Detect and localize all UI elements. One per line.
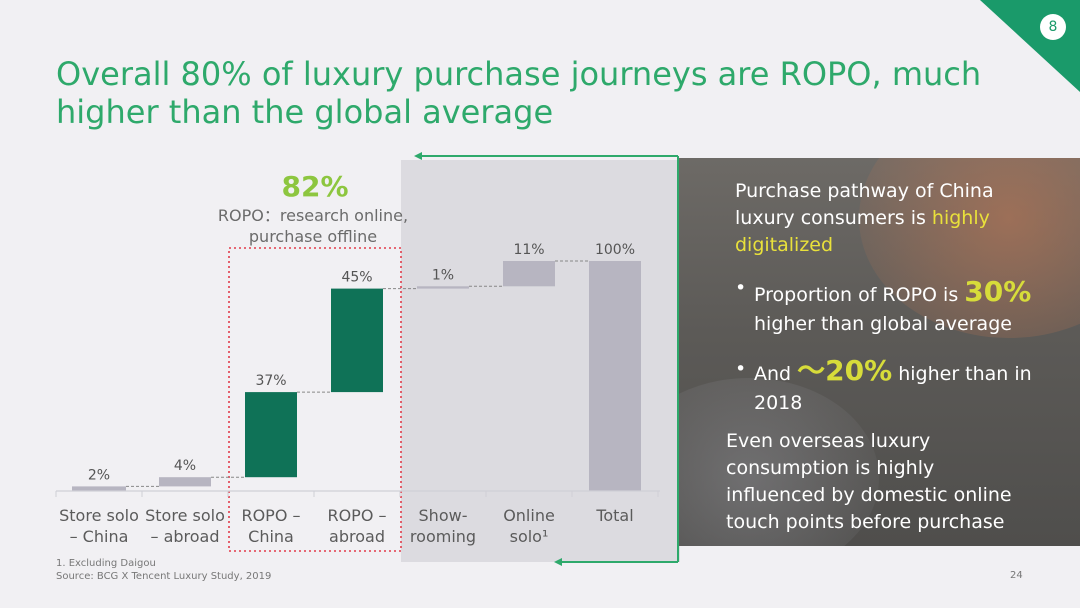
page-title: Overall 80% of luxury purchase journeys … xyxy=(56,55,996,131)
footnote: 1. Excluding Daigou Source: BCG X Tencen… xyxy=(56,557,271,583)
panel-heading-line-1: Purchase pathway of China xyxy=(735,180,994,202)
closing-line-4: touch points before purchase xyxy=(726,511,1005,533)
value-label: 37% xyxy=(255,373,286,389)
waterfall-bar xyxy=(503,261,555,287)
panel-highlight-text: digitalized xyxy=(735,234,834,256)
ropo-percent: 82% xyxy=(281,170,349,203)
value-label: 45% xyxy=(341,270,372,286)
category-label: Total xyxy=(595,506,633,525)
value-label: 2% xyxy=(88,467,110,483)
panel-heading: Purchase pathway of China luxury consume… xyxy=(735,178,994,259)
bullet-text: Proportion of ROPO is xyxy=(754,284,965,306)
ropo-desc-line-1: ROPO：research online, xyxy=(217,206,409,225)
category-label: Show- xyxy=(419,506,468,525)
closing-line-3: influenced by domestic online xyxy=(726,484,1012,506)
category-label: Store solo xyxy=(145,506,225,525)
waterfall-bar xyxy=(331,288,383,393)
category-label: Store solo xyxy=(59,506,139,525)
bullet-highlight-value: ～20% xyxy=(797,354,893,387)
closing-line-2: consumption is highly xyxy=(726,457,935,479)
value-label: 100% xyxy=(595,242,635,258)
panel-highlight-text: highly xyxy=(931,207,990,229)
bullet-item-ropo: Proportion of ROPO is 30% higher than gl… xyxy=(754,277,1031,339)
category-label: abroad xyxy=(329,527,385,546)
category-label: – abroad xyxy=(150,527,219,546)
bullet-text: higher than in xyxy=(892,363,1032,385)
value-label: 4% xyxy=(174,458,196,474)
bullet-text: 2018 xyxy=(754,392,803,414)
ropo-description: ROPO：research online, purchase offline xyxy=(200,205,426,247)
bullet-text: And xyxy=(754,363,798,385)
bullet-glyph: • xyxy=(735,277,747,299)
waterfall-chart: 2% Store solo – China 4% Store solo – abroad 3… xyxy=(55,242,660,552)
title-line-2: higher than the global average xyxy=(56,93,554,131)
waterfall-bar xyxy=(245,392,297,478)
page-number: 24 xyxy=(1010,570,1023,581)
bullet-highlight-value: 30% xyxy=(964,275,1032,308)
page-badge: 8 xyxy=(1040,14,1066,40)
value-label: 11% xyxy=(513,242,544,258)
category-label: China xyxy=(248,527,294,546)
photo-panel xyxy=(679,158,1080,546)
ropo-dotted-box xyxy=(228,247,402,552)
value-label: 1% xyxy=(432,267,454,283)
panel-heading-line-2: luxury consumers is xyxy=(735,207,932,229)
category-label: ROPO – xyxy=(327,506,386,525)
category-label: solo¹ xyxy=(510,527,549,546)
category-label: – China xyxy=(70,527,129,546)
panel-closing-text: Even overseas luxury consumption is high… xyxy=(726,428,1012,536)
waterfall-bar xyxy=(72,486,126,491)
category-label: rooming xyxy=(410,527,476,546)
category-label: Online xyxy=(503,506,555,525)
title-line-1: Overall 80% of luxury purchase journeys … xyxy=(56,55,982,93)
category-label: ROPO – xyxy=(241,506,300,525)
bullet-text: higher than global average xyxy=(754,313,1012,335)
closing-line-1: Even overseas luxury xyxy=(726,430,931,452)
ropo-desc-line-2: purchase offline xyxy=(248,227,378,246)
bullet-item-2018: And ～20% higher than in 2018 xyxy=(754,356,1032,418)
bullet-glyph: • xyxy=(735,358,747,380)
waterfall-bar xyxy=(417,286,469,289)
footnote-source: Source: BCG X Tencent Luxury Study, 2019 xyxy=(56,571,272,582)
waterfall-bar xyxy=(159,477,211,487)
footnote-excluding: 1. Excluding Daigou xyxy=(56,558,156,569)
waterfall-bar xyxy=(589,261,641,491)
bracket-arrow xyxy=(414,152,679,566)
